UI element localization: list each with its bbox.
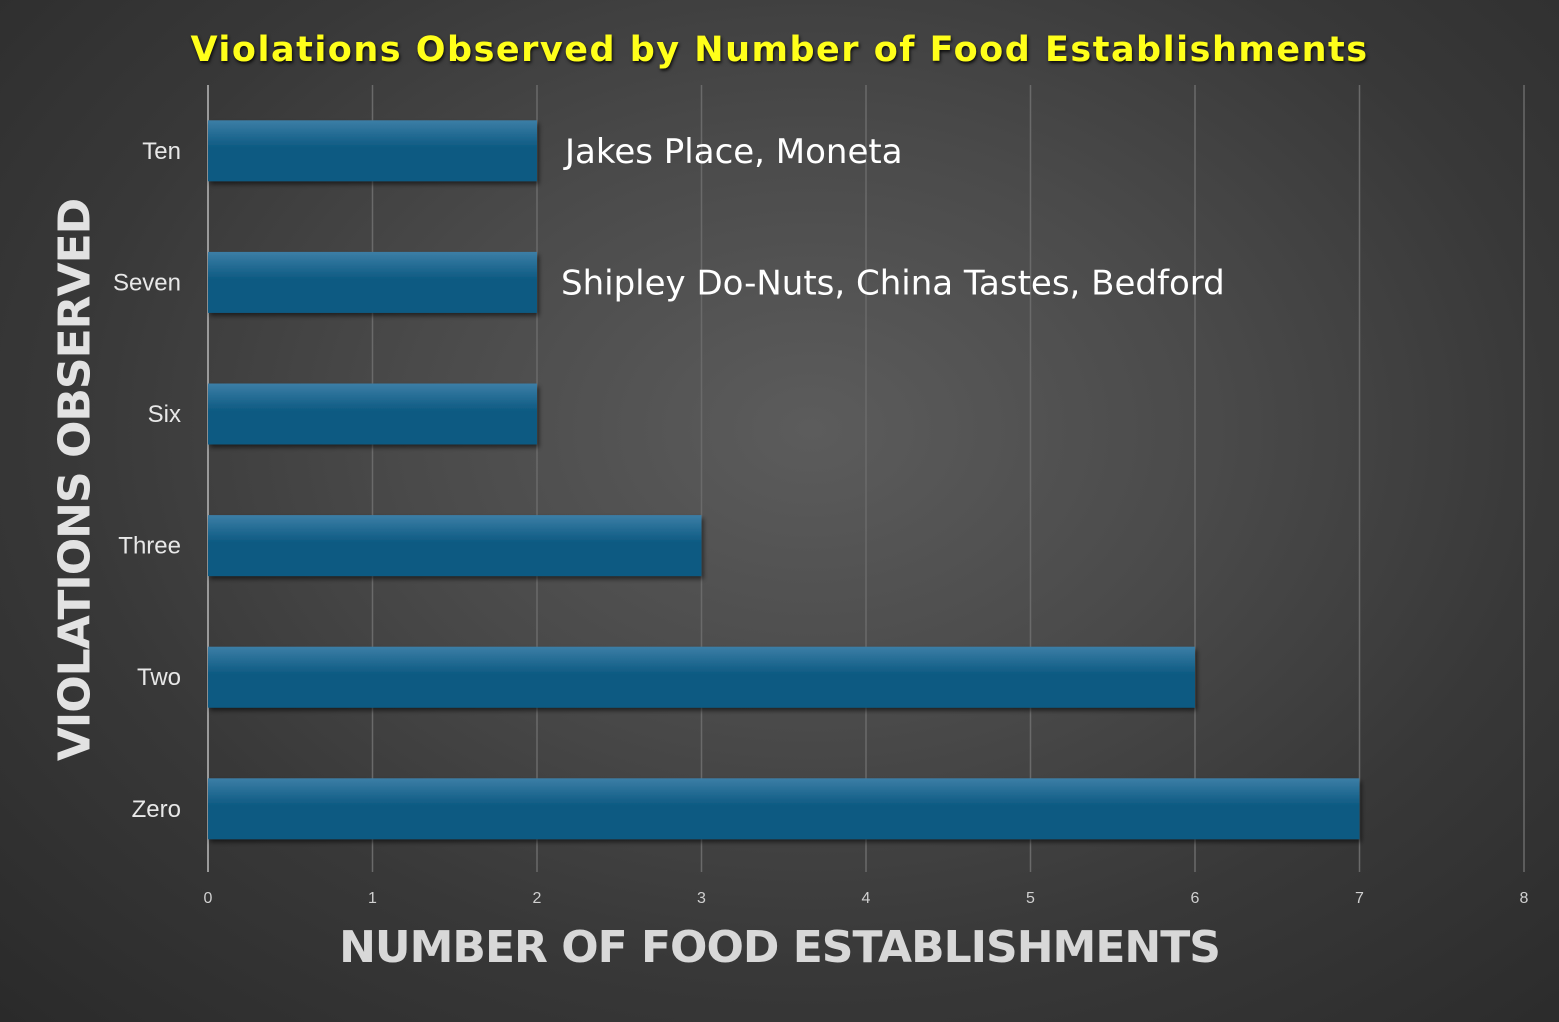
x-tick-label-4: 4 — [862, 890, 871, 907]
x-tick-label-7: 7 — [1355, 890, 1364, 907]
annotation-ten: Jakes Place, Moneta — [563, 132, 903, 172]
annotation-seven: Shipley Do-Nuts, China Tastes, Bedford — [561, 263, 1225, 303]
x-tick-label-5: 5 — [1026, 890, 1035, 907]
bars — [208, 120, 1360, 840]
bar-six — [208, 383, 537, 445]
bar-seven — [208, 251, 537, 313]
category-label-seven: Seven — [113, 269, 181, 296]
x-tick-label-6: 6 — [1191, 890, 1200, 907]
category-label-zero: Zero — [132, 796, 181, 823]
category-label-six: Six — [148, 401, 181, 428]
x-tick-label-2: 2 — [533, 890, 542, 907]
category-label-two: Two — [137, 664, 181, 691]
x-tick-label-3: 3 — [697, 890, 706, 907]
x-tick-label-8: 8 — [1520, 890, 1529, 907]
annotations: Jakes Place, Moneta Shipley Do-Nuts, Chin… — [561, 132, 1225, 304]
bar-two — [208, 646, 1195, 708]
x-tick-label-0: 0 — [204, 890, 213, 907]
x-tick-label-1: 1 — [368, 890, 377, 907]
category-label-three: Three — [118, 533, 181, 560]
x-tick-labels: 0 1 2 3 4 5 6 7 8 — [204, 890, 1529, 907]
x-axis-title: NUMBER OF FOOD ESTABLISHMENTS — [339, 922, 1221, 973]
bar-three — [208, 515, 702, 577]
category-label-ten: Ten — [142, 138, 181, 165]
category-labels: Ten Seven Six Three Two Zero — [113, 138, 181, 823]
bar-zero — [208, 778, 1360, 840]
bar-ten — [208, 120, 537, 182]
chart-title: Violations Observed by Number of Food Es… — [190, 30, 1369, 70]
gridlines — [371, 85, 1525, 872]
